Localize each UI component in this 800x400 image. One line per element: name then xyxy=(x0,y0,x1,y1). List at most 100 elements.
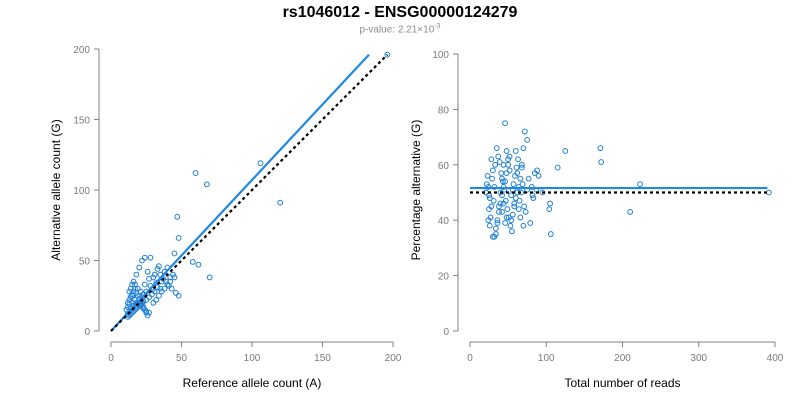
data-point xyxy=(486,195,493,201)
data-point xyxy=(141,254,148,261)
data-point xyxy=(163,278,169,285)
y-tick-label: 100 xyxy=(432,50,449,61)
y-tick-label: 40 xyxy=(438,216,450,227)
data-point xyxy=(503,170,510,177)
data-point xyxy=(134,285,141,292)
data-point xyxy=(485,184,492,190)
x-tick-label: 100 xyxy=(538,353,555,364)
data-point xyxy=(513,164,520,171)
data-point xyxy=(157,285,164,292)
data-point xyxy=(515,206,522,213)
data-point xyxy=(192,170,199,176)
data-point xyxy=(484,172,491,179)
data-point xyxy=(522,208,529,215)
data-point xyxy=(496,203,502,210)
data-point xyxy=(133,271,140,278)
data-point xyxy=(522,128,528,135)
data-point xyxy=(496,159,503,165)
data-point xyxy=(500,200,507,207)
y-tick-label: 0 xyxy=(84,327,90,338)
data-point xyxy=(154,266,161,272)
data-point xyxy=(503,214,510,221)
y-tick-label: 50 xyxy=(79,257,91,268)
data-point xyxy=(139,257,145,264)
data-point xyxy=(146,275,152,282)
data-point xyxy=(175,292,182,299)
data-point xyxy=(517,175,524,182)
data-point xyxy=(518,164,525,171)
data-point xyxy=(505,156,512,163)
data-point xyxy=(141,306,148,313)
data-point xyxy=(491,184,498,190)
data-point xyxy=(130,288,137,295)
y-tick-label: 200 xyxy=(73,45,90,56)
data-point xyxy=(487,214,494,221)
x-tick-label: 100 xyxy=(244,353,261,364)
x-tick-label: 300 xyxy=(690,353,707,364)
data-point xyxy=(489,175,496,182)
data-point xyxy=(515,156,521,163)
data-point xyxy=(151,271,158,278)
data-point xyxy=(547,200,553,207)
data-point xyxy=(195,261,202,268)
data-point xyxy=(494,220,501,226)
data-point xyxy=(766,189,772,196)
y-axis-label: Alternative allele count (G) xyxy=(49,119,63,260)
data-point xyxy=(518,161,525,168)
y-tick-label: 60 xyxy=(438,161,450,172)
data-point xyxy=(123,306,130,313)
data-point xyxy=(499,208,505,215)
data-point xyxy=(125,304,131,310)
data-point xyxy=(130,278,137,285)
data-point xyxy=(494,217,501,224)
y-tick-label: 0 xyxy=(443,327,449,338)
data-point xyxy=(493,225,499,232)
y-tick-label: 20 xyxy=(438,272,450,283)
data-point xyxy=(507,222,514,229)
x-tick-label: 0 xyxy=(467,353,473,364)
pvalue-exponent: -3 xyxy=(434,23,441,30)
data-point xyxy=(637,181,643,188)
pvalue-text: p-value: 2.21×10 xyxy=(359,24,435,36)
data-point xyxy=(170,271,176,278)
data-point xyxy=(511,200,518,207)
data-point xyxy=(495,153,502,160)
data-point xyxy=(504,206,511,213)
data-point xyxy=(483,181,490,188)
data-point xyxy=(151,288,158,295)
chart-subtitle: p-value: 2.21×10-3 xyxy=(0,23,800,35)
data-point xyxy=(506,153,513,160)
data-point xyxy=(517,214,524,221)
data-point xyxy=(156,263,162,270)
data-point xyxy=(490,197,497,204)
data-point xyxy=(509,228,515,235)
data-point xyxy=(488,156,495,163)
data-point xyxy=(527,220,534,226)
panel-2: 0 100 200 300 400 0 20 40 60 80 100 Total number of… xyxy=(409,50,784,390)
data-point xyxy=(510,181,517,188)
data-point xyxy=(491,233,498,240)
data-point xyxy=(546,206,553,213)
x-tick-label: 400 xyxy=(767,353,784,364)
data-point xyxy=(206,274,213,281)
fit-line xyxy=(110,53,370,332)
data-point xyxy=(143,297,150,303)
data-point xyxy=(515,184,522,190)
data-point xyxy=(562,148,569,154)
x-axis-label: Reference allele count (A) xyxy=(183,376,322,390)
chart-title: rs1046012 - ENSG00000124279 xyxy=(282,4,518,21)
data-point xyxy=(597,145,604,152)
data-point xyxy=(189,259,196,265)
data-point xyxy=(506,167,513,174)
data-point xyxy=(156,292,162,299)
data-point xyxy=(141,281,148,288)
data-point xyxy=(146,309,152,316)
data-point xyxy=(125,299,131,306)
data-point xyxy=(525,175,532,182)
data-point xyxy=(147,254,154,261)
data-point xyxy=(171,274,178,281)
data-point xyxy=(153,297,160,303)
data-point xyxy=(500,184,507,190)
data-point xyxy=(161,285,168,292)
data-point xyxy=(505,214,512,221)
